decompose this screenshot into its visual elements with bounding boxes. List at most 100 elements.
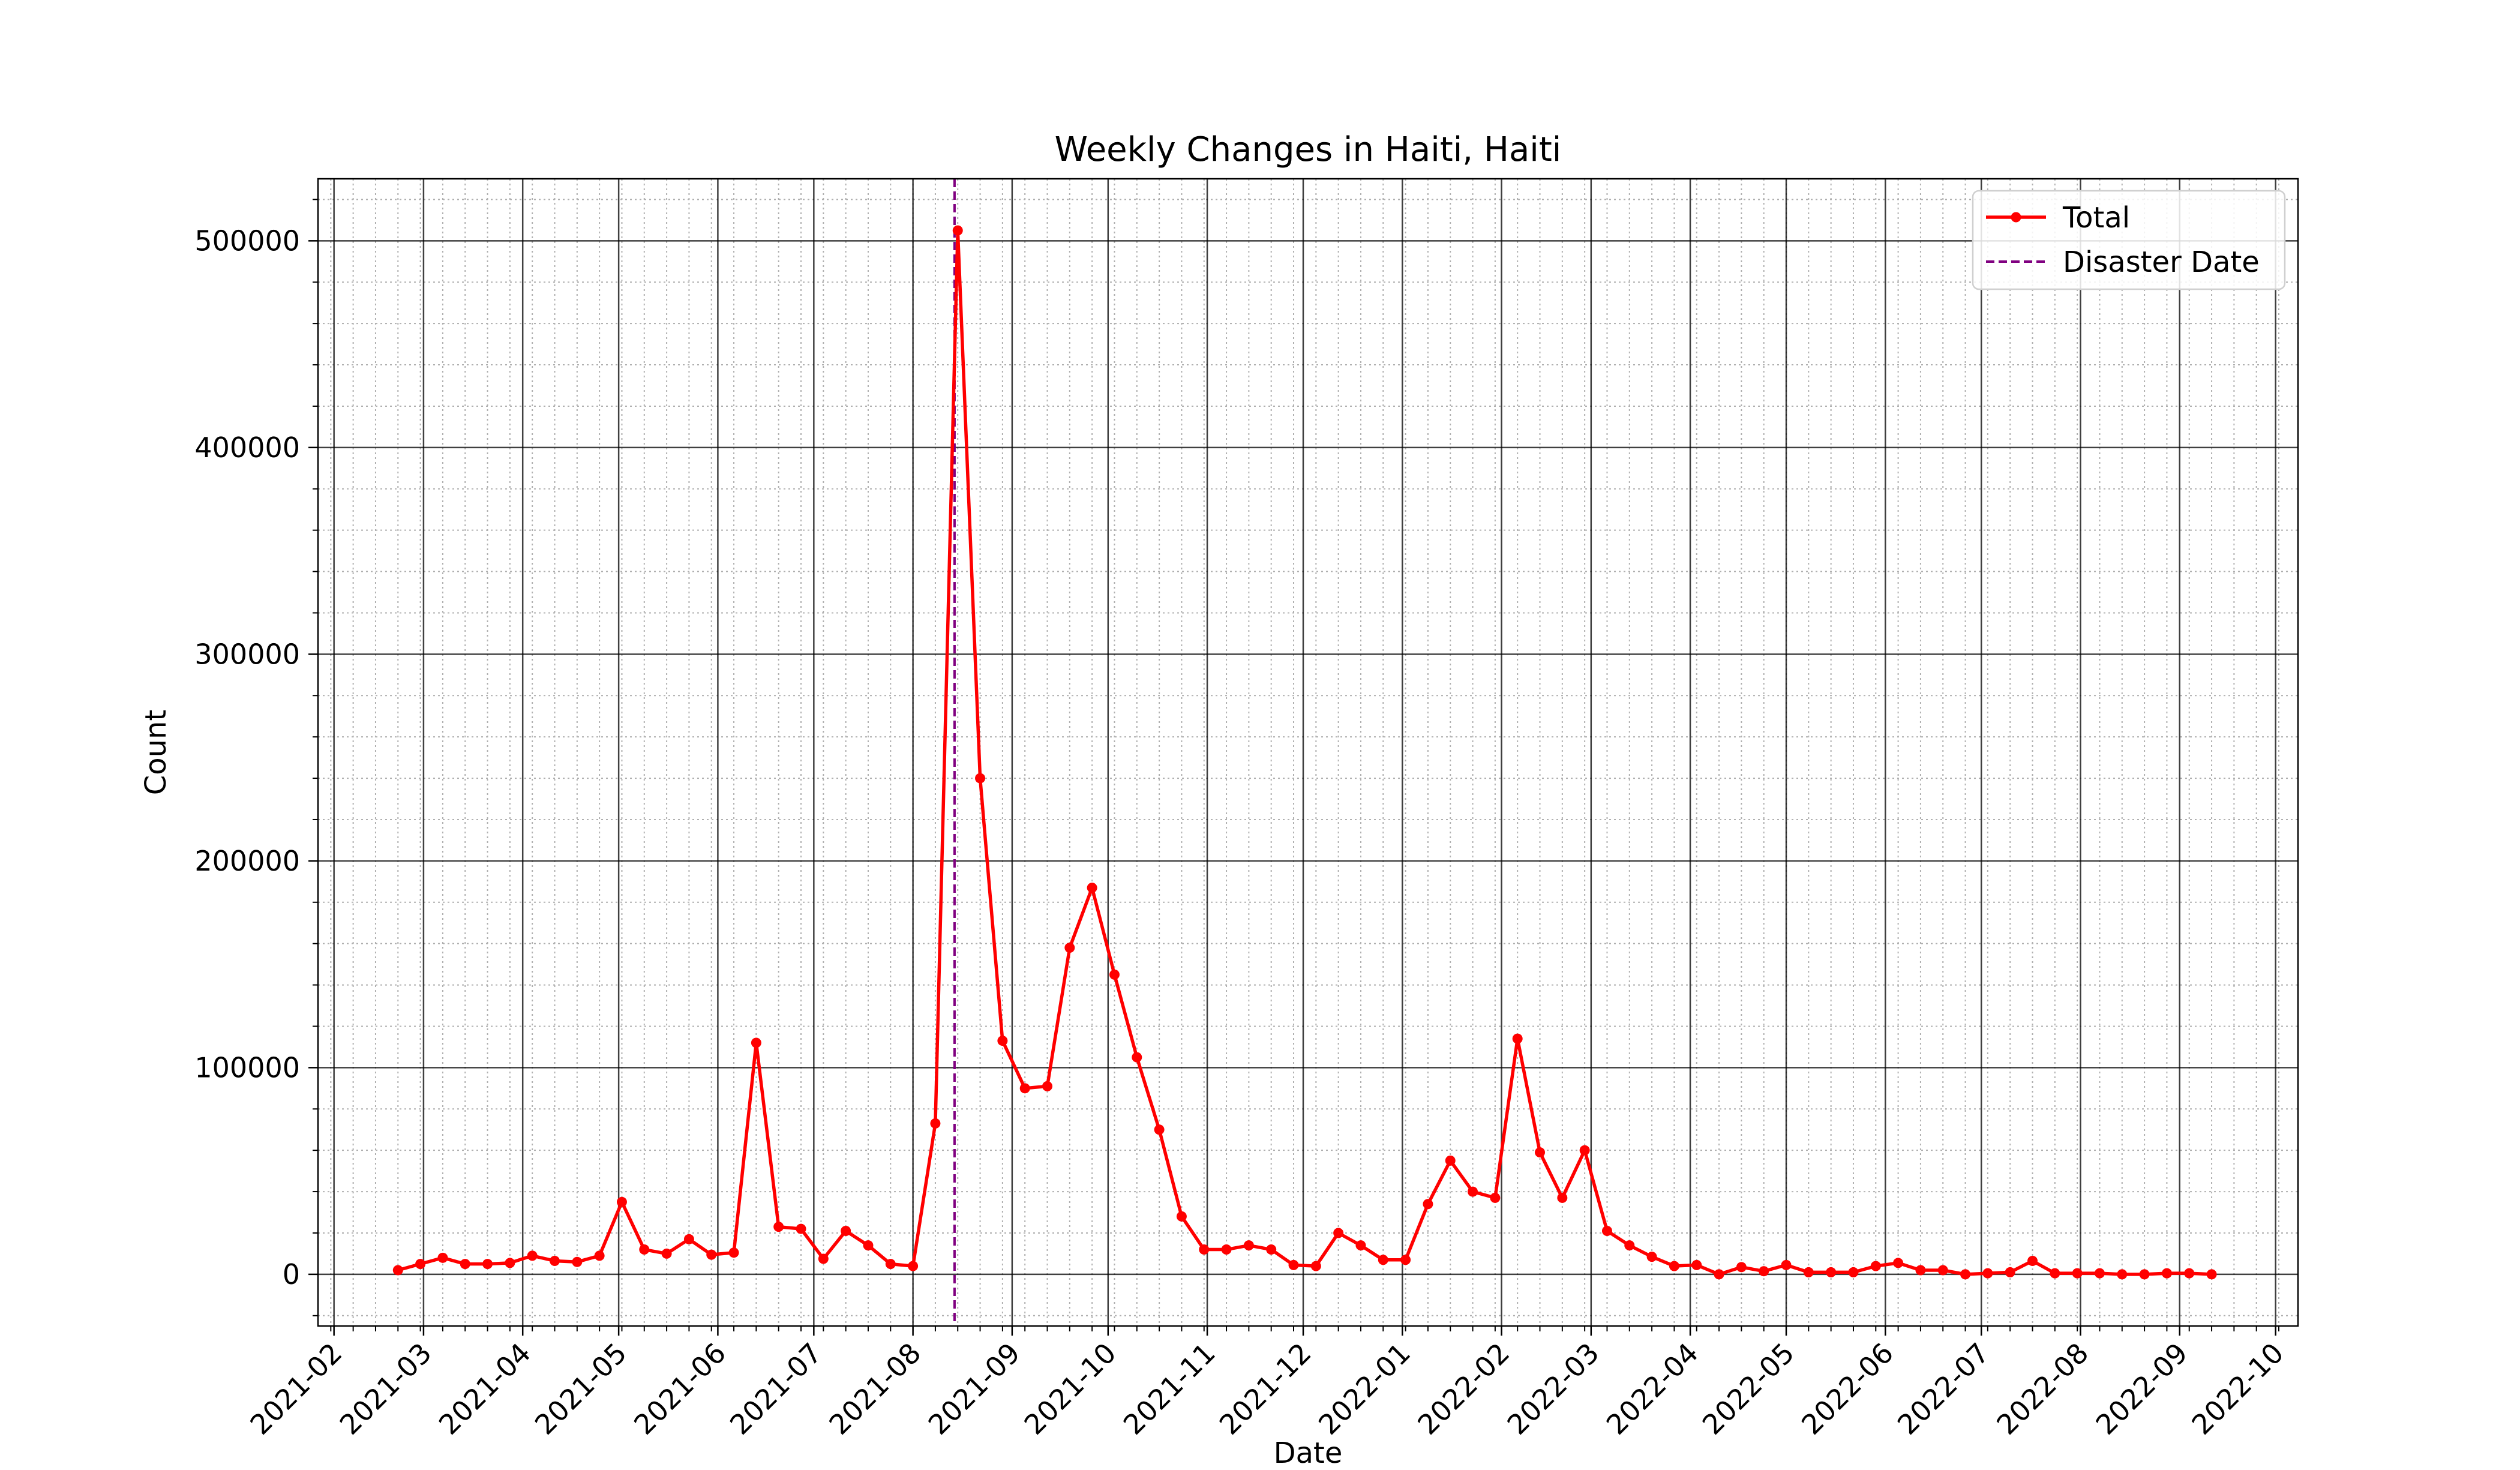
x-axis-label: Date xyxy=(1274,1436,1343,1470)
data-point xyxy=(2050,1268,2060,1279)
data-point xyxy=(1736,1262,1747,1273)
data-point xyxy=(1266,1244,1277,1255)
data-point xyxy=(1378,1255,1388,1265)
data-point xyxy=(2184,1268,2195,1279)
y-tick-label: 500000 xyxy=(194,224,300,257)
y-tick-label: 0 xyxy=(283,1258,300,1291)
y-tick-label: 100000 xyxy=(194,1051,300,1084)
y-axis-label: Count xyxy=(139,710,173,796)
data-point xyxy=(1221,1244,1232,1255)
data-point xyxy=(1176,1211,1187,1222)
data-point xyxy=(2139,1269,2150,1280)
legend-box xyxy=(1972,190,2286,290)
data-point xyxy=(1154,1124,1165,1135)
data-point xyxy=(1064,943,1075,953)
data-point xyxy=(1400,1255,1411,1265)
legend-label-total: Total xyxy=(2062,201,2130,235)
data-point xyxy=(1937,1265,1948,1276)
data-point xyxy=(392,1265,403,1276)
data-point xyxy=(1468,1186,1478,1197)
data-point xyxy=(1243,1240,1254,1251)
data-point xyxy=(1714,1269,1724,1280)
data-point xyxy=(1109,969,1120,980)
legend: Total Disaster Date xyxy=(1972,190,2286,290)
data-point xyxy=(1132,1052,1142,1063)
data-point xyxy=(841,1226,851,1237)
data-point xyxy=(460,1259,470,1270)
data-point xyxy=(818,1253,829,1264)
data-point xyxy=(1624,1240,1635,1251)
data-point xyxy=(1669,1261,1679,1271)
data-point xyxy=(482,1259,493,1270)
data-point xyxy=(773,1222,784,1232)
data-point xyxy=(616,1196,627,1207)
data-point xyxy=(2117,1269,2128,1280)
data-point xyxy=(1759,1266,1769,1277)
data-point xyxy=(1333,1228,1344,1238)
data-point xyxy=(1199,1244,1210,1255)
data-point xyxy=(1288,1259,1299,1270)
data-point xyxy=(2206,1269,2217,1280)
data-point xyxy=(1087,883,1097,893)
data-point xyxy=(997,1036,1008,1046)
data-point xyxy=(1870,1261,1881,1271)
data-point xyxy=(863,1240,874,1251)
data-point xyxy=(1646,1252,1657,1262)
data-point xyxy=(1355,1240,1366,1251)
data-point xyxy=(415,1259,426,1270)
data-point xyxy=(1781,1259,1792,1270)
data-point xyxy=(639,1244,650,1255)
data-point xyxy=(728,1247,739,1258)
data-point xyxy=(527,1250,538,1261)
data-point xyxy=(706,1249,717,1260)
data-point xyxy=(1042,1081,1053,1091)
data-point xyxy=(437,1252,448,1263)
data-point xyxy=(2161,1268,2172,1279)
data-point xyxy=(1826,1267,1837,1277)
data-point xyxy=(505,1258,515,1268)
data-point xyxy=(885,1259,896,1270)
data-point xyxy=(930,1118,941,1129)
major-grid xyxy=(318,179,2298,1326)
data-point xyxy=(1490,1192,1501,1203)
data-point xyxy=(1960,1269,1971,1280)
data-point xyxy=(1423,1199,1433,1210)
data-point xyxy=(2094,1268,2105,1279)
data-point xyxy=(572,1256,583,1267)
axis-ticks xyxy=(308,199,2280,1336)
y-tick-label: 300000 xyxy=(194,638,300,670)
plot-area-frame xyxy=(317,178,2299,1327)
data-point xyxy=(1691,1259,1702,1270)
data-point xyxy=(1019,1083,1030,1094)
data-point xyxy=(2072,1268,2083,1279)
data-point xyxy=(908,1261,919,1271)
data-point xyxy=(751,1037,761,1048)
data-point xyxy=(1535,1147,1546,1158)
y-tick-label: 200000 xyxy=(194,845,300,877)
data-point xyxy=(952,225,963,236)
series-line-total xyxy=(397,229,2212,1276)
data-point xyxy=(2005,1267,2015,1277)
data-point xyxy=(1848,1267,1859,1277)
data-point xyxy=(550,1255,560,1266)
legend-label-disaster-date: Disaster Date xyxy=(2063,245,2260,279)
legend-marker-total xyxy=(2011,212,2021,223)
data-point xyxy=(1557,1192,1568,1203)
data-point xyxy=(2027,1255,2038,1266)
minor-grid xyxy=(318,179,2298,1326)
data-point xyxy=(1310,1261,1321,1271)
data-point xyxy=(1803,1267,1814,1277)
data-point xyxy=(975,773,986,784)
y-tick-labels: 0 100000 200000 300000 400000 500000 xyxy=(194,224,300,1291)
data-point xyxy=(796,1223,806,1234)
data-point xyxy=(594,1250,605,1261)
chart-title: Weekly Changes in Haiti, Haiti xyxy=(1055,130,1562,169)
data-point xyxy=(1915,1265,1926,1276)
data-point xyxy=(1982,1268,1993,1279)
data-point xyxy=(661,1248,672,1259)
series-group xyxy=(392,225,2217,1280)
data-point xyxy=(1893,1258,1904,1268)
y-tick-label: 400000 xyxy=(194,431,300,464)
data-point xyxy=(1512,1033,1523,1044)
